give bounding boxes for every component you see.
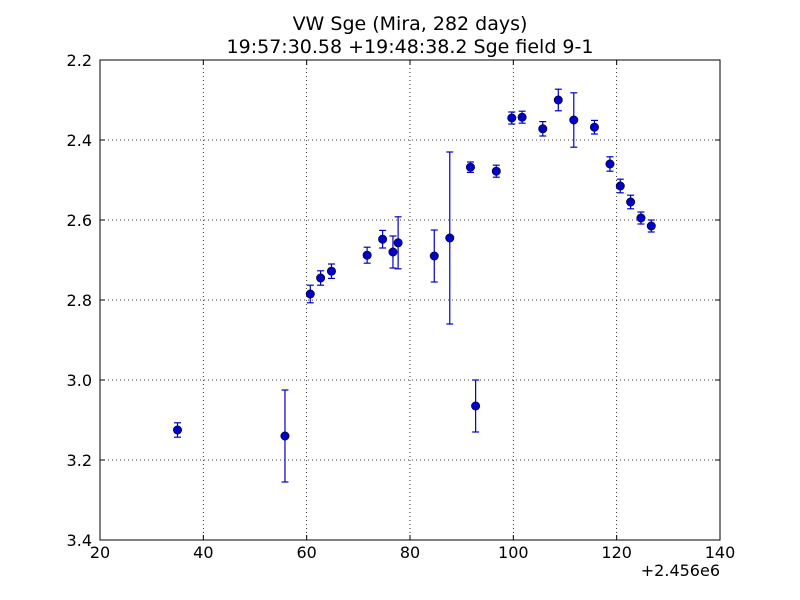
- data-point: [605, 156, 615, 172]
- point-marker: [491, 166, 501, 176]
- data-point: [636, 211, 646, 225]
- data-point: [615, 178, 625, 194]
- point-marker: [569, 115, 579, 125]
- point-marker: [626, 197, 636, 207]
- point-marker: [517, 112, 527, 122]
- point-marker: [445, 233, 455, 243]
- data-point: [173, 422, 183, 438]
- data-point: [388, 235, 398, 269]
- data-point: [507, 111, 517, 125]
- y-tick-label: 2.4: [67, 131, 92, 150]
- data-point: [589, 119, 599, 135]
- grid: [100, 60, 720, 540]
- point-marker: [173, 425, 183, 435]
- x-tick-label: 20: [90, 543, 110, 562]
- point-marker: [393, 238, 403, 248]
- data-point: [280, 389, 290, 483]
- point-marker: [636, 213, 646, 223]
- point-marker: [388, 247, 398, 257]
- point-marker: [429, 251, 439, 261]
- point-marker: [280, 431, 290, 441]
- point-marker: [615, 181, 625, 191]
- point-marker: [378, 234, 388, 244]
- y-tick-label: 2.6: [67, 211, 92, 230]
- data-point: [316, 270, 326, 286]
- x-tick-label: 40: [193, 543, 213, 562]
- chart-title-line-2: 19:57:30.58 +19:48:38.2 Sge field 9-1: [227, 36, 594, 58]
- data-point: [471, 379, 481, 433]
- data-point: [362, 246, 372, 264]
- data-point: [569, 92, 579, 148]
- point-marker: [305, 289, 315, 299]
- y-tick-label: 3.4: [67, 531, 92, 550]
- data-point: [517, 110, 527, 124]
- point-marker: [471, 401, 481, 411]
- y-tick-label: 3.2: [67, 451, 92, 470]
- point-marker: [507, 113, 517, 123]
- point-marker: [326, 266, 336, 276]
- data-point: [553, 88, 563, 112]
- x-tick-label: 100: [498, 543, 529, 562]
- y-tick-label: 2.8: [67, 291, 92, 310]
- data-point: [626, 194, 636, 210]
- data-points: [173, 88, 656, 483]
- data-point: [538, 120, 548, 137]
- data-point: [646, 219, 656, 233]
- data-point: [305, 284, 315, 304]
- data-point: [326, 263, 336, 279]
- x-tick-label: 60: [296, 543, 316, 562]
- point-marker: [362, 250, 372, 260]
- x-tick-label: 140: [705, 543, 736, 562]
- plot-frame: [99, 59, 721, 541]
- point-marker: [553, 95, 563, 105]
- x-offset-label: +2.456e6: [641, 561, 720, 580]
- data-point: [429, 229, 439, 283]
- data-point: [491, 164, 501, 178]
- data-point: [465, 161, 475, 173]
- x-tick-label: 120: [601, 543, 632, 562]
- data-point: [445, 151, 455, 325]
- chart-title-line-1: VW Sge (Mira, 282 days): [293, 13, 528, 35]
- data-point: [393, 216, 403, 270]
- point-marker: [605, 159, 615, 169]
- axis-ticks: 20 40 60 80 100 120 140 2.2 2.4 2.6 2.8 3.0 3.2 3.4: [67, 51, 736, 562]
- x-tick-label: 80: [400, 543, 420, 562]
- point-marker: [538, 124, 548, 134]
- data-point: [378, 229, 388, 249]
- y-tick-label: 3.0: [67, 371, 92, 390]
- y-tick-label: 2.2: [67, 51, 92, 70]
- point-marker: [646, 221, 656, 231]
- point-marker: [465, 162, 475, 172]
- point-marker: [316, 273, 326, 283]
- point-marker: [589, 122, 599, 132]
